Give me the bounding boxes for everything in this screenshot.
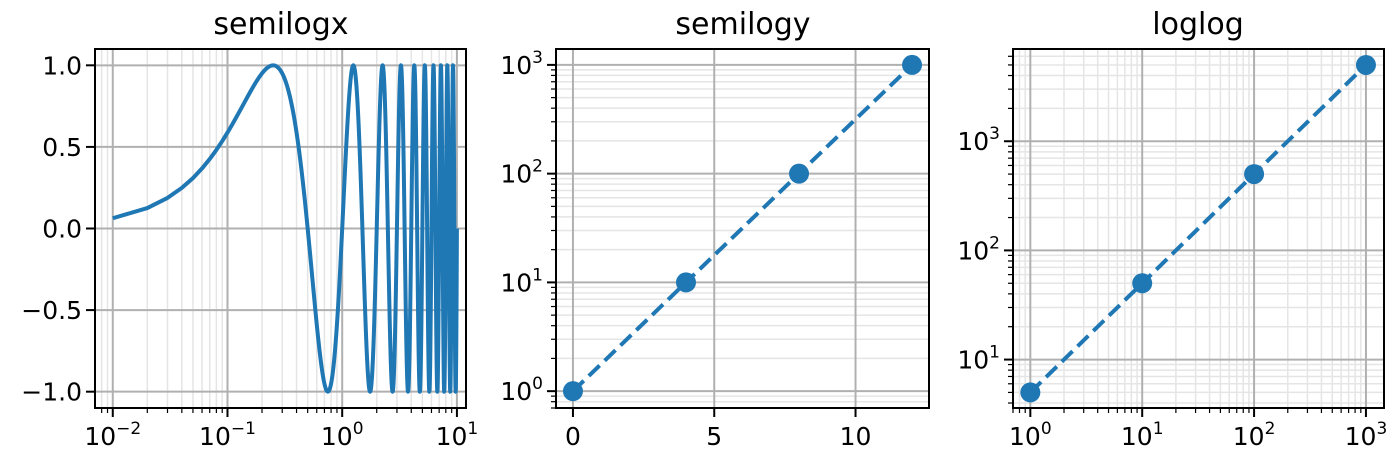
x-tick-label: 103 <box>1345 419 1388 451</box>
loglog-grid <box>1012 49 1384 408</box>
data-point-marker <box>562 381 583 402</box>
data-point-marker <box>902 54 923 75</box>
data-point-marker <box>1020 382 1041 403</box>
x-tick-label: 0 <box>565 422 581 451</box>
panel-semilogy: semilogy 0 5 10 100 101 102 103 <box>500 7 930 451</box>
data-point-marker <box>789 163 810 184</box>
y-tick-label: 0.5 <box>42 133 82 162</box>
y-tick-label: 101 <box>500 265 543 297</box>
semilogy-grid <box>556 49 929 409</box>
y-tick-label: −0.5 <box>21 296 82 325</box>
data-point-marker <box>1132 273 1153 294</box>
semilogy-ticks: 0 5 10 100 101 102 103 <box>500 48 871 451</box>
x-tick-label: 10−2 <box>84 419 141 451</box>
semilogx-frame <box>94 48 467 409</box>
y-tick-label: 103 <box>957 124 1000 156</box>
x-tick-label: 101 <box>1121 419 1164 451</box>
x-tick-label: 100 <box>1009 419 1052 451</box>
x-tick-label: 5 <box>706 422 722 451</box>
x-tick-label: 102 <box>1233 419 1276 451</box>
x-tick-label: 101 <box>436 419 479 451</box>
y-tick-label: 101 <box>957 343 1000 375</box>
loglog-frame <box>1012 48 1385 409</box>
dashed-series-line <box>571 63 914 393</box>
y-tick-label: 102 <box>957 233 1000 265</box>
semilogx-title: semilogx <box>213 7 348 42</box>
y-tick-label: 100 <box>500 374 543 406</box>
y-tick-label: 0.0 <box>42 215 82 244</box>
semilogy-series <box>562 54 923 402</box>
data-point-marker <box>1244 164 1265 185</box>
panel-loglog: loglog 100 101 102 103 101 102 103 <box>957 7 1387 451</box>
y-tick-label: 102 <box>500 157 543 189</box>
x-tick-label: 100 <box>321 419 364 451</box>
x-tick-label: 10 <box>840 422 872 451</box>
data-point-marker <box>1355 54 1376 75</box>
sine-curve <box>112 63 459 394</box>
semilogx-series <box>112 63 459 394</box>
semilogy-title: semilogy <box>675 7 810 42</box>
y-tick-label: −1.0 <box>21 378 82 407</box>
semilogy-frame <box>555 48 930 409</box>
y-tick-label: 103 <box>500 48 543 80</box>
loglog-series <box>1020 54 1376 403</box>
loglog-title: loglog <box>1152 7 1243 42</box>
semilogx-ticks: 10−2 10−1 100 101 1.0 0.5 0.0 −0.5 −1.0 <box>21 51 478 451</box>
y-tick-label: 1.0 <box>42 51 82 80</box>
x-tick-label: 10−1 <box>199 419 256 451</box>
data-point-marker <box>675 272 696 293</box>
dashed-series-line <box>1028 63 1368 394</box>
panel-semilogx: semilogx 10−2 10−1 100 101 1.0 0.5 0.0 −0.5 −1.0 <box>21 7 478 451</box>
